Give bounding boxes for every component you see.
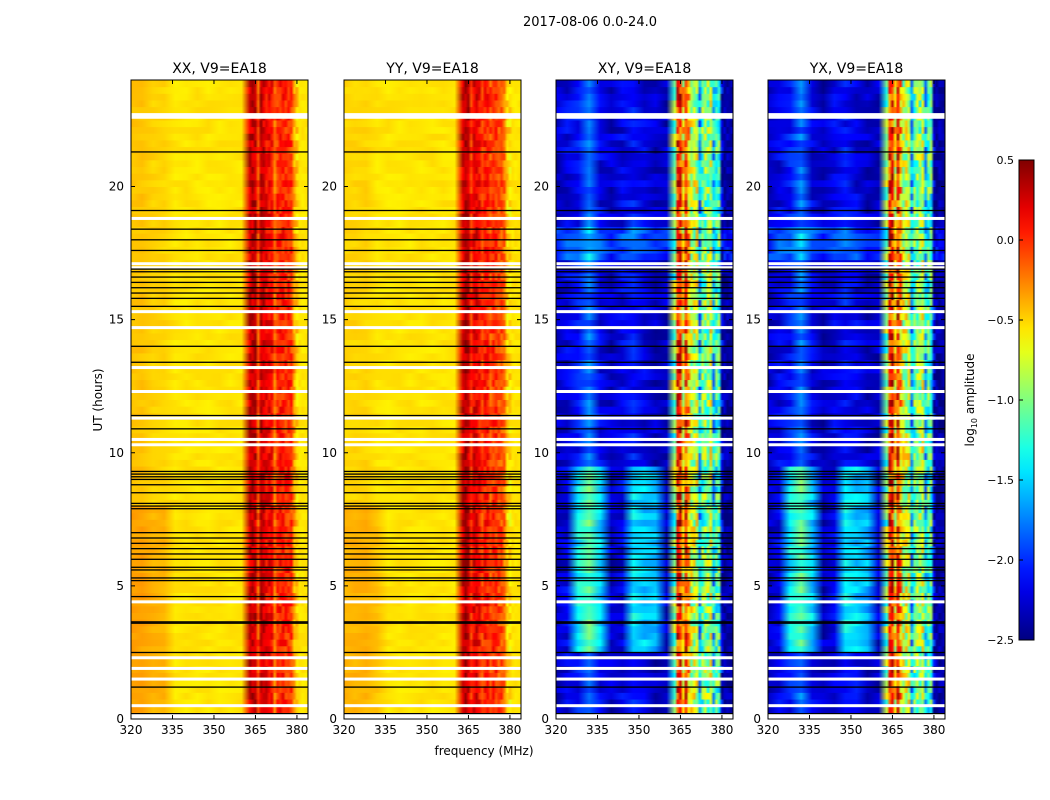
figure: 2017-08-06 0.0-24.0 UT (hours) frequency… [91, 15, 1035, 758]
chart-svg: 2017-08-06 0.0-24.0 UT (hours) frequency… [91, 15, 1035, 758]
